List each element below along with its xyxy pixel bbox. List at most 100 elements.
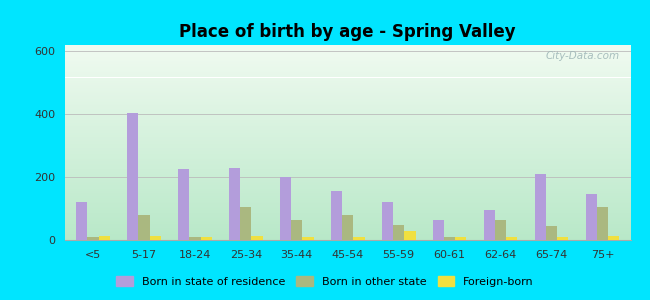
Title: Place of birth by age - Spring Valley: Place of birth by age - Spring Valley — [179, 23, 516, 41]
Bar — [65, 177, 630, 178]
Bar — [65, 125, 630, 126]
Bar — [65, 153, 630, 154]
Bar — [65, 67, 630, 68]
Bar — [354, 237, 365, 240]
Bar — [65, 185, 630, 186]
Bar — [65, 135, 630, 136]
Bar — [65, 188, 630, 189]
Bar — [65, 147, 630, 148]
Bar — [65, 51, 630, 52]
Bar — [65, 68, 630, 69]
Bar — [240, 207, 252, 240]
Bar — [65, 234, 630, 235]
Bar — [65, 55, 630, 56]
Bar — [65, 103, 630, 104]
Bar — [65, 169, 630, 170]
Bar — [65, 99, 630, 100]
Bar — [65, 83, 630, 84]
Bar — [65, 128, 630, 129]
Bar — [65, 97, 630, 98]
Bar — [65, 200, 630, 201]
Bar — [65, 63, 630, 64]
Bar — [65, 163, 630, 164]
Bar — [65, 108, 630, 109]
Bar — [65, 212, 630, 213]
Bar — [65, 162, 630, 163]
Bar — [65, 120, 630, 121]
Bar — [444, 238, 455, 240]
Bar — [65, 232, 630, 233]
Bar — [65, 139, 630, 140]
Bar — [65, 53, 630, 54]
Bar — [65, 69, 630, 70]
Bar — [87, 237, 99, 240]
Bar — [65, 179, 630, 180]
Bar — [65, 224, 630, 225]
Bar — [557, 237, 568, 240]
Bar — [65, 138, 630, 139]
Bar — [65, 167, 630, 168]
Bar — [65, 94, 630, 95]
Bar — [506, 238, 517, 240]
Bar — [65, 237, 630, 238]
Bar — [302, 238, 313, 240]
Bar — [65, 111, 630, 112]
Bar — [65, 86, 630, 87]
Bar — [65, 182, 630, 183]
Bar — [65, 187, 630, 188]
Bar — [65, 100, 630, 101]
Bar — [65, 123, 630, 124]
Bar — [65, 142, 630, 143]
Bar — [586, 194, 597, 240]
Bar — [138, 215, 150, 240]
Bar — [65, 208, 630, 209]
Bar — [65, 75, 630, 76]
Bar — [65, 211, 630, 212]
Bar — [65, 229, 630, 230]
Bar — [65, 239, 630, 240]
Bar — [65, 50, 630, 51]
Bar — [65, 121, 630, 122]
Bar — [65, 46, 630, 47]
Bar — [65, 65, 630, 66]
Bar — [291, 220, 302, 240]
Bar — [65, 80, 630, 81]
Bar — [65, 90, 630, 91]
Bar — [393, 225, 404, 240]
Bar — [65, 105, 630, 106]
Bar — [65, 77, 630, 78]
Bar — [65, 133, 630, 134]
Legend: Born in state of residence, Born in other state, Foreign-born: Born in state of residence, Born in othe… — [112, 272, 538, 291]
Bar — [65, 155, 630, 156]
Bar — [65, 95, 630, 96]
Bar — [65, 59, 630, 60]
Bar — [65, 209, 630, 210]
Bar — [76, 202, 87, 240]
Bar — [65, 107, 630, 108]
Bar — [65, 184, 630, 185]
Bar — [65, 61, 630, 62]
Bar — [495, 220, 506, 240]
Bar — [65, 91, 630, 92]
Text: City-Data.com: City-Data.com — [545, 51, 619, 61]
Bar — [65, 222, 630, 223]
Bar — [65, 45, 630, 46]
Bar — [65, 143, 630, 144]
Bar — [331, 191, 342, 240]
Bar — [65, 225, 630, 226]
Bar — [65, 165, 630, 166]
Bar — [252, 236, 263, 240]
Bar — [65, 132, 630, 133]
Bar — [65, 109, 630, 110]
Bar — [65, 145, 630, 146]
Bar — [65, 180, 630, 181]
Bar — [65, 118, 630, 119]
Bar — [65, 190, 630, 191]
Bar — [65, 194, 630, 195]
Bar — [65, 236, 630, 237]
Bar — [65, 192, 630, 193]
Bar — [65, 218, 630, 219]
Bar — [65, 66, 630, 67]
Bar — [65, 181, 630, 182]
Bar — [65, 57, 630, 58]
